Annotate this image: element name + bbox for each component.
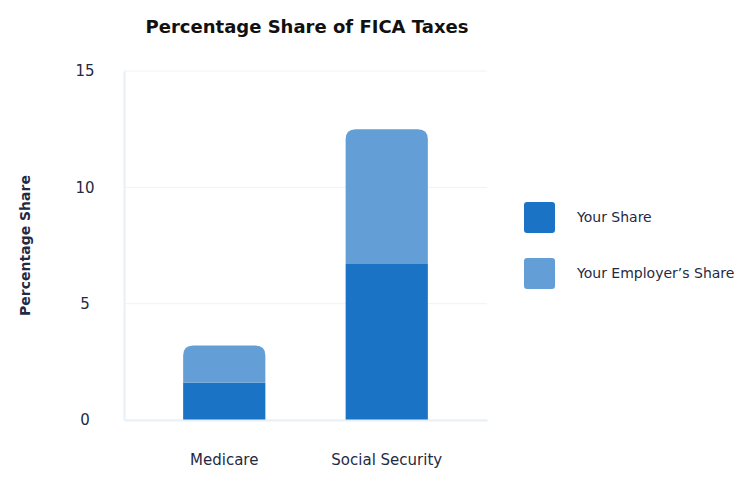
tick: Medicare [190,420,258,469]
tick: 15 [75,62,124,80]
tick-label: 10 [75,179,94,197]
legend-swatch [524,202,555,233]
tick: Social Security [331,420,442,469]
grid-line [124,303,487,304]
grid-line [124,420,487,421]
axis-line [125,420,488,422]
bars [183,129,428,420]
bar [183,346,265,383]
tick-label: Social Security [331,451,442,469]
tick-label: Medicare [190,451,258,469]
grid-line [124,187,487,188]
bar [183,383,265,420]
tick-label: 15 [75,62,94,80]
legend-label: Your Employer’s Share [576,265,734,281]
tick: 0 [80,411,124,429]
y-axis-title: Percentage Share [17,175,33,316]
legend: Your Share Your Employer’s Share [524,202,734,289]
tick: 10 [75,179,124,197]
bar [346,264,428,420]
y-axis: 0 5 10 15 [75,62,124,429]
grid [124,71,487,420]
title: Percentage Share of FICA Taxes [146,16,469,37]
chart: 0 5 10 15 Medicare Social Security Percentage … [0,0,756,486]
axis-line [124,72,126,421]
tick-label: 5 [80,295,90,313]
x-axis: Medicare Social Security [125,420,488,469]
grid-line [124,71,487,72]
legend-label: Your Share [576,209,652,225]
legend-swatch [524,258,555,289]
tick-label: 0 [80,411,90,429]
bar [346,129,428,264]
tick: 5 [80,295,124,313]
